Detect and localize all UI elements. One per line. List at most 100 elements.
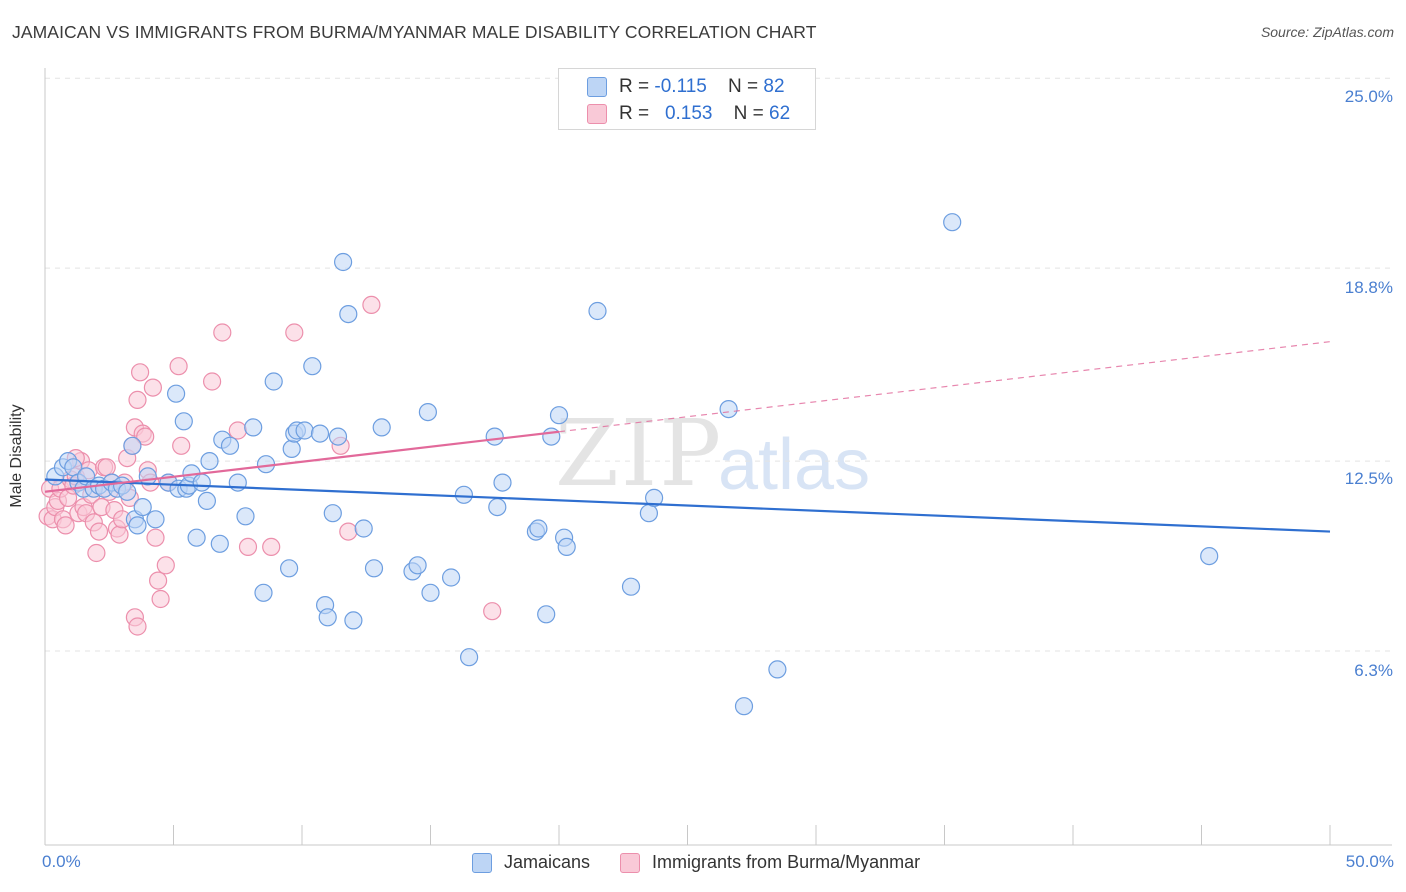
data-point [644, 488, 664, 507]
legend-label: Immigrants from Burma/Myanmar [652, 852, 921, 872]
legend-item-burma[interactable]: Immigrants from Burma/Myanmar [620, 852, 920, 873]
r-label: R = [619, 103, 650, 124]
data-point [485, 427, 504, 446]
data-point [203, 372, 222, 391]
data-point [280, 559, 299, 578]
source-credit: Source: ZipAtlas.com [1260, 24, 1394, 40]
axes [44, 68, 1392, 846]
data-point [442, 568, 461, 587]
y-tick-label: 18.8% [1344, 278, 1393, 297]
data-point [488, 498, 507, 517]
data-point [56, 516, 75, 535]
data-point [172, 436, 191, 455]
data-point [156, 556, 175, 575]
data-point [1200, 546, 1219, 566]
data-point [362, 295, 381, 314]
y-tick-label: 12.5% [1344, 469, 1393, 488]
data-point [372, 418, 391, 437]
data-point [537, 605, 556, 624]
y-tick-label: 25.0% [1344, 87, 1393, 106]
n-label: N = [733, 103, 764, 124]
data-point [295, 421, 314, 440]
data-point [238, 537, 258, 557]
series-legend: Jamaicans Immigrants from Burma/Myanmar [472, 852, 950, 873]
data-point [146, 510, 165, 529]
data-point [151, 589, 170, 609]
y-tick-label: 6.3% [1354, 661, 1393, 680]
data-point [264, 372, 283, 391]
data-point [529, 519, 548, 538]
data-point [169, 357, 188, 376]
data-point [200, 452, 219, 471]
data-point [262, 537, 281, 557]
data-point [228, 421, 247, 440]
data-point [87, 543, 106, 563]
jamaicans-swatch [587, 77, 607, 97]
watermark-atlas: atlas [718, 425, 871, 505]
data-point [136, 427, 155, 446]
n-value: 82 [763, 76, 785, 97]
data-point [344, 611, 363, 630]
legend-row-text: R = 0.153 N = 62 [619, 103, 790, 125]
data-point [943, 213, 962, 232]
data-point [131, 363, 150, 382]
data-point [146, 528, 165, 547]
data-point [282, 439, 301, 458]
data-point [210, 534, 229, 553]
data-point [197, 491, 216, 510]
x-tick-label-max: 50.0% [1345, 852, 1394, 871]
data-point [128, 516, 147, 535]
data-point [364, 559, 384, 578]
burma-trend-extension [558, 341, 1331, 433]
data-point [254, 583, 273, 602]
data-point [339, 305, 358, 324]
data-point [588, 301, 607, 321]
data-point [97, 458, 116, 477]
data-point [128, 617, 147, 636]
r-value: 0.153 [664, 103, 713, 124]
data-point [167, 384, 186, 403]
data-point [285, 323, 304, 342]
data-point [328, 427, 348, 446]
data-point [174, 412, 193, 431]
legend-row-text: R = -0.115 N = 82 [619, 76, 785, 98]
data-point [542, 427, 561, 446]
data-point [213, 323, 232, 342]
data-point [323, 504, 342, 523]
r-label: R = [619, 76, 650, 97]
legend-label: Jamaicans [504, 852, 591, 872]
y-axis-label: Male Disability [8, 404, 25, 508]
data-point [187, 528, 206, 547]
data-point [493, 473, 512, 492]
stats-legend: R = -0.115 N = 82 R = 0.153 N = 62 [558, 68, 816, 130]
legend-item-jamaicans[interactable]: Jamaicans [472, 852, 590, 873]
data-point [334, 252, 353, 272]
data-point [719, 400, 738, 419]
data-point [454, 485, 473, 504]
data-point [768, 660, 787, 679]
data-point [143, 378, 162, 397]
data-point [421, 583, 440, 602]
data-point [128, 390, 147, 409]
data-point [220, 436, 240, 455]
jamaicans-swatch [472, 852, 492, 873]
jamaicans-trend-line [44, 478, 1331, 533]
data-point [118, 482, 137, 501]
r-value: -0.115 [654, 76, 707, 97]
data-point [133, 498, 152, 517]
data-point [89, 522, 109, 541]
data-point [557, 537, 576, 557]
data-point [408, 556, 427, 575]
data-point [639, 504, 659, 523]
data-point [339, 522, 358, 541]
chart-title: JAMAICAN VS IMMIGRANTS FROM BURMA/MYANMA… [12, 22, 817, 42]
data-point [460, 648, 479, 667]
data-point [192, 473, 211, 492]
burma-trend-line [44, 430, 560, 493]
data-point [236, 507, 255, 526]
trend-lines [44, 341, 1331, 533]
data-point [244, 418, 263, 437]
n-label: N = [727, 76, 759, 97]
data-point [123, 436, 142, 455]
data-point [310, 424, 330, 443]
